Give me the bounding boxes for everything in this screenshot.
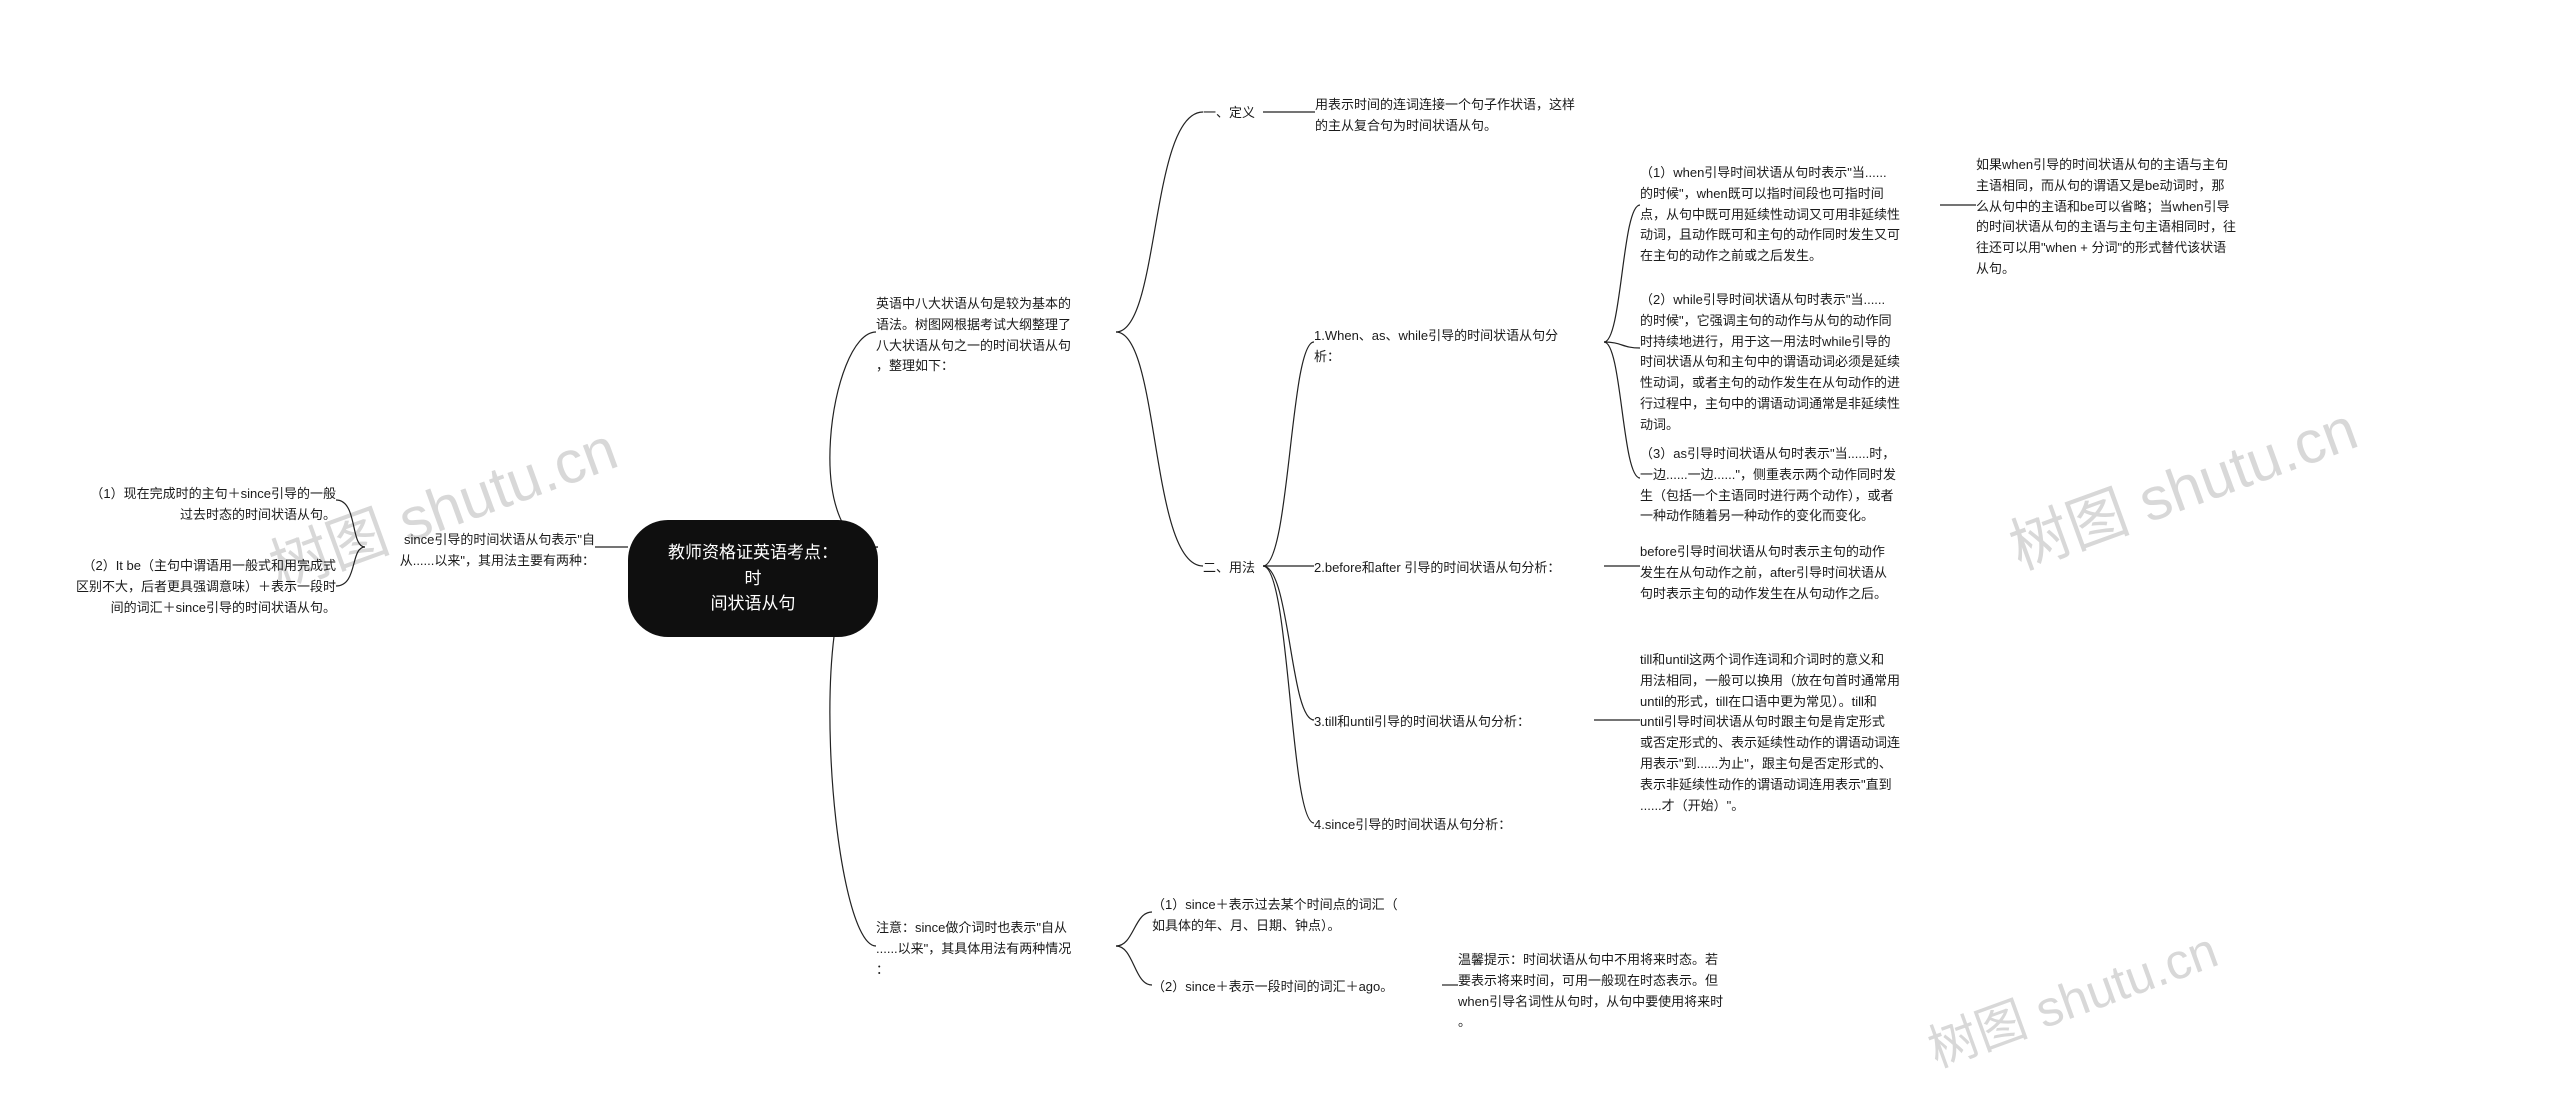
- node-usage-3a[interactable]: till和until这两个词作连词和介词时的意义和用法相同，一般可以换用（放在句…: [1640, 650, 1940, 816]
- node-usage-4[interactable]: 4.since引导的时间状语从句分析：: [1314, 815, 1564, 836]
- node-usage-3[interactable]: 3.till和until引导的时间状语从句分析：: [1314, 712, 1594, 733]
- node-since-2[interactable]: （2）It be（主句中谓语用一般式和用完成式区别不大，后者更具强调意味）＋表示…: [46, 556, 336, 618]
- node-note-2-tip[interactable]: 温馨提示：时间状语从句中不用将来时态。若要表示将来时间，可用一般现在时态表示。但…: [1458, 950, 1758, 1033]
- node-usage-1a-extra[interactable]: 如果when引导的时间状语从句的主语与主句主语相同，而从句的谓语又是be动词时，…: [1976, 155, 2276, 280]
- node-since-1[interactable]: （1）现在完成时的主句＋since引导的一般过去时态的时间状语从句。: [46, 484, 336, 526]
- watermark: 树图 shutu.cn: [1917, 910, 2226, 1081]
- node-note-2[interactable]: （2）since＋表示一段时间的词汇＋ago。: [1152, 977, 1442, 998]
- branch-intro[interactable]: 英语中八大状语从句是较为基本的语法。树图网根据考试大纲整理了八大状语从句之一的时…: [876, 294, 1116, 377]
- node-usage-1a[interactable]: （1）when引导时间状语从句时表示"当......的时候"，when既可以指时…: [1640, 163, 1940, 267]
- node-usage-label[interactable]: 二、用法: [1203, 558, 1283, 579]
- node-definition-label[interactable]: 一、定义: [1203, 103, 1283, 124]
- node-usage-2[interactable]: 2.before和after 引导的时间状语从句分析：: [1314, 558, 1604, 579]
- node-usage-1c[interactable]: （3）as引导时间状语从句时表示"当......时，一边......一边....…: [1640, 444, 1940, 527]
- watermark: 树图 shutu.cn: [1996, 380, 2367, 586]
- node-usage-1b[interactable]: （2）while引导时间状语从句时表示"当......的时候"，它强调主句的动作…: [1640, 290, 1940, 436]
- node-note-1[interactable]: （1）since＋表示过去某个时间点的词汇（如具体的年、月、日期、钟点）。: [1152, 895, 1442, 937]
- branch-since[interactable]: since引导的时间状语从句表示"自从......以来"，其用法主要有两种：: [365, 530, 595, 572]
- center-topic[interactable]: 教师资格证英语考点：时间状语从句: [628, 520, 878, 637]
- node-usage-1[interactable]: 1.When、as、while引导的时间状语从句分析：: [1314, 326, 1604, 368]
- node-definition-detail[interactable]: 用表示时间的连词连接一个句子作状语，这样的主从复合句为时间状语从句。: [1315, 95, 1615, 137]
- node-usage-2a[interactable]: before引导时间状语从句时表示主句的动作发生在从句动作之前，after引导时…: [1640, 542, 1940, 604]
- branch-note[interactable]: 注意：since做介词时也表示"自从......以来"，其具体用法有两种情况：: [876, 918, 1116, 980]
